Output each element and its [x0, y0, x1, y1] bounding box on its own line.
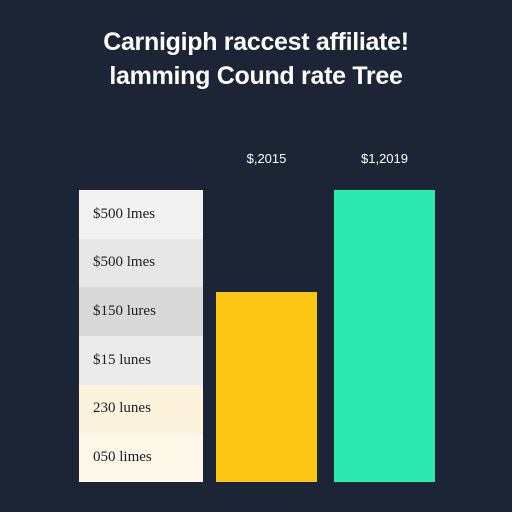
bar-1: [216, 292, 317, 482]
table-row-6: 050 limes: [79, 433, 203, 482]
bar-2: [334, 190, 435, 482]
table-row-3: $150 lures: [79, 287, 203, 336]
chart-title-line-1: Carnigiph raccest affiliate!: [103, 28, 409, 56]
bar-label-1: $,2015: [247, 151, 287, 166]
table-row-4: $15 lunes: [79, 336, 203, 385]
value-table: $500 lmes $500 lmes $150 lures $15 lunes 230…: [79, 190, 203, 482]
table-row-2: $500 lmes: [79, 238, 203, 288]
table-row-1: $500 lmes: [79, 190, 203, 239]
bar-label-2: $1,2019: [361, 151, 408, 166]
table-row-5: 230 lunes: [79, 384, 203, 434]
chart-title-line-2: lamming Cound rate Tree: [109, 62, 403, 90]
